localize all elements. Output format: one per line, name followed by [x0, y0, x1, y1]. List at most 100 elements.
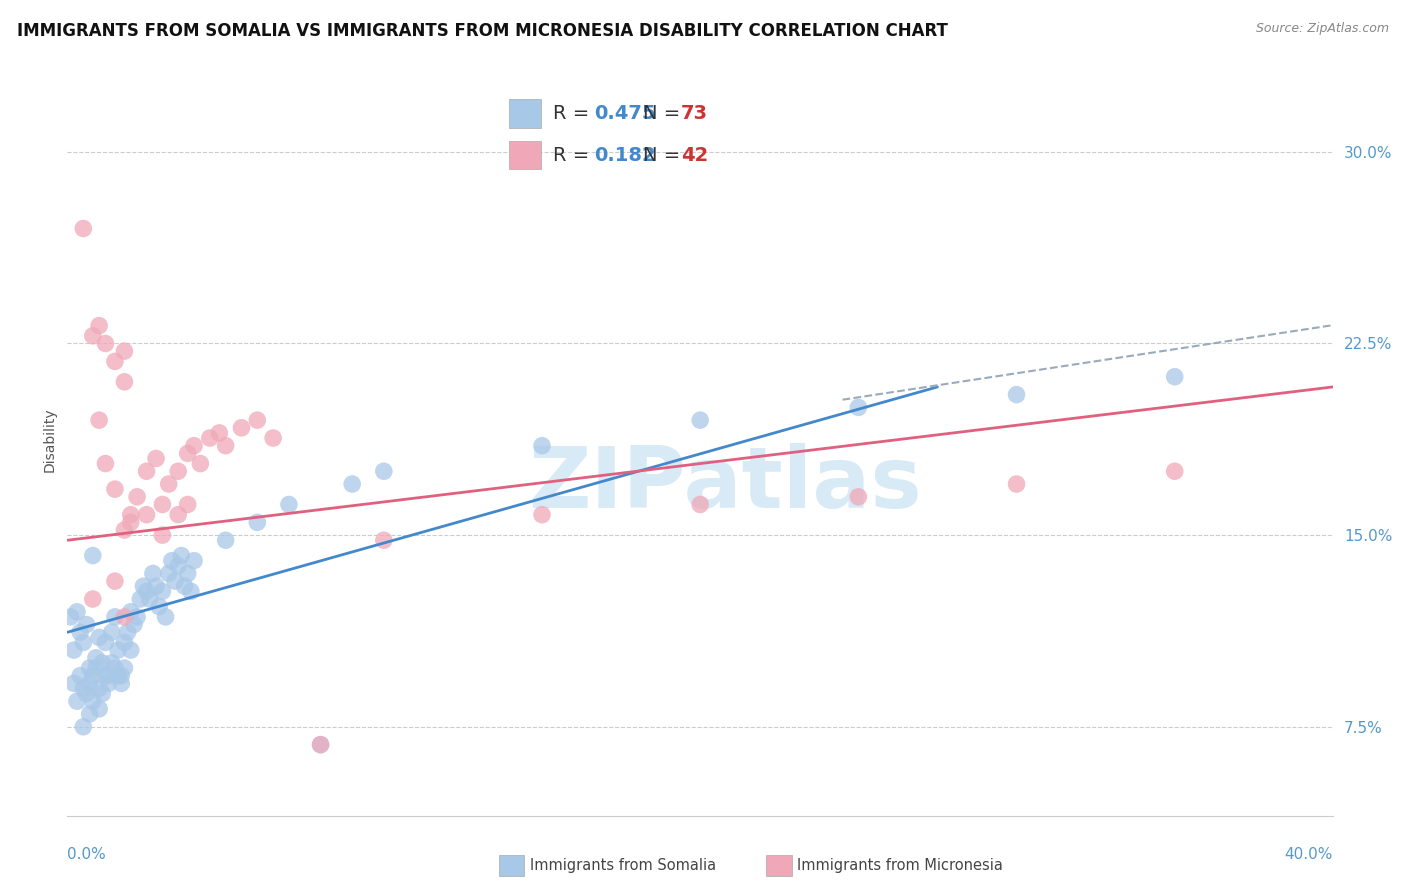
Point — [120, 605, 142, 619]
Point — [155, 610, 177, 624]
Point — [91, 687, 114, 701]
Point — [112, 610, 135, 624]
Point — [150, 498, 174, 512]
Point — [110, 676, 132, 690]
Point — [97, 668, 120, 682]
Point — [183, 554, 205, 568]
Point — [82, 694, 104, 708]
Point — [112, 344, 135, 359]
Point — [97, 676, 120, 690]
Point — [94, 336, 117, 351]
Point — [76, 687, 98, 701]
Point — [112, 375, 135, 389]
Point — [72, 720, 94, 734]
Point — [1005, 477, 1028, 491]
Point — [208, 425, 231, 440]
Point — [101, 625, 124, 640]
Point — [104, 482, 127, 496]
Point — [148, 599, 170, 614]
Point — [127, 490, 148, 504]
Point — [112, 635, 135, 649]
Point — [214, 439, 236, 453]
Point — [176, 566, 200, 581]
Point — [94, 457, 117, 471]
Point — [150, 528, 174, 542]
FancyBboxPatch shape — [509, 99, 541, 128]
Point — [120, 516, 142, 530]
Point — [846, 490, 869, 504]
Point — [129, 592, 152, 607]
Point — [1005, 387, 1028, 401]
Text: R =: R = — [554, 145, 596, 165]
Point — [72, 221, 94, 235]
Point — [176, 446, 200, 460]
Point — [214, 533, 236, 548]
Point — [82, 668, 104, 682]
Point — [112, 523, 135, 537]
Point — [1163, 369, 1185, 384]
Point — [69, 668, 91, 682]
Point — [66, 694, 89, 708]
Point — [167, 558, 190, 573]
Point — [167, 464, 190, 478]
Point — [82, 549, 104, 563]
Point — [180, 584, 202, 599]
Point — [112, 661, 135, 675]
Point — [138, 592, 160, 607]
FancyBboxPatch shape — [509, 141, 541, 169]
Point — [373, 533, 395, 548]
Point — [104, 661, 127, 675]
Point — [84, 650, 107, 665]
Point — [689, 413, 711, 427]
Point — [110, 668, 132, 682]
Point — [104, 574, 127, 588]
Point — [87, 318, 110, 333]
Point — [79, 676, 101, 690]
Point — [82, 328, 104, 343]
Text: Immigrants from Somalia: Immigrants from Somalia — [530, 858, 716, 872]
Point — [76, 617, 98, 632]
Point — [246, 413, 269, 427]
Text: 0.182: 0.182 — [593, 145, 655, 165]
Text: 73: 73 — [682, 103, 709, 123]
Point — [107, 668, 129, 682]
Text: 42: 42 — [682, 145, 709, 165]
Point — [167, 508, 190, 522]
Text: ZIPatlas: ZIPatlas — [529, 443, 922, 526]
Point — [198, 431, 221, 445]
Point — [135, 508, 157, 522]
Point — [157, 566, 180, 581]
Point — [69, 625, 91, 640]
Point — [176, 498, 200, 512]
Text: R =: R = — [554, 103, 596, 123]
Text: N =: N = — [643, 145, 686, 165]
Point — [87, 413, 110, 427]
Point — [117, 625, 139, 640]
Point — [122, 617, 145, 632]
Point — [79, 661, 101, 675]
Point — [91, 656, 114, 670]
Point — [262, 431, 284, 445]
Point — [530, 508, 553, 522]
Point — [188, 457, 211, 471]
Point — [82, 592, 104, 607]
Point — [150, 584, 174, 599]
Y-axis label: Disability: Disability — [42, 407, 56, 472]
Point — [87, 702, 110, 716]
Point — [62, 676, 84, 690]
Point — [66, 605, 89, 619]
Point — [157, 477, 180, 491]
Point — [104, 610, 127, 624]
Text: N =: N = — [643, 103, 686, 123]
Point — [145, 451, 167, 466]
Point — [173, 579, 195, 593]
Point — [340, 477, 363, 491]
Point — [87, 630, 110, 644]
Point — [142, 566, 165, 581]
Point — [170, 549, 193, 563]
Text: 0.475: 0.475 — [593, 103, 655, 123]
Point — [163, 574, 186, 588]
Point — [309, 738, 332, 752]
Point — [373, 464, 395, 478]
Point — [104, 354, 127, 368]
